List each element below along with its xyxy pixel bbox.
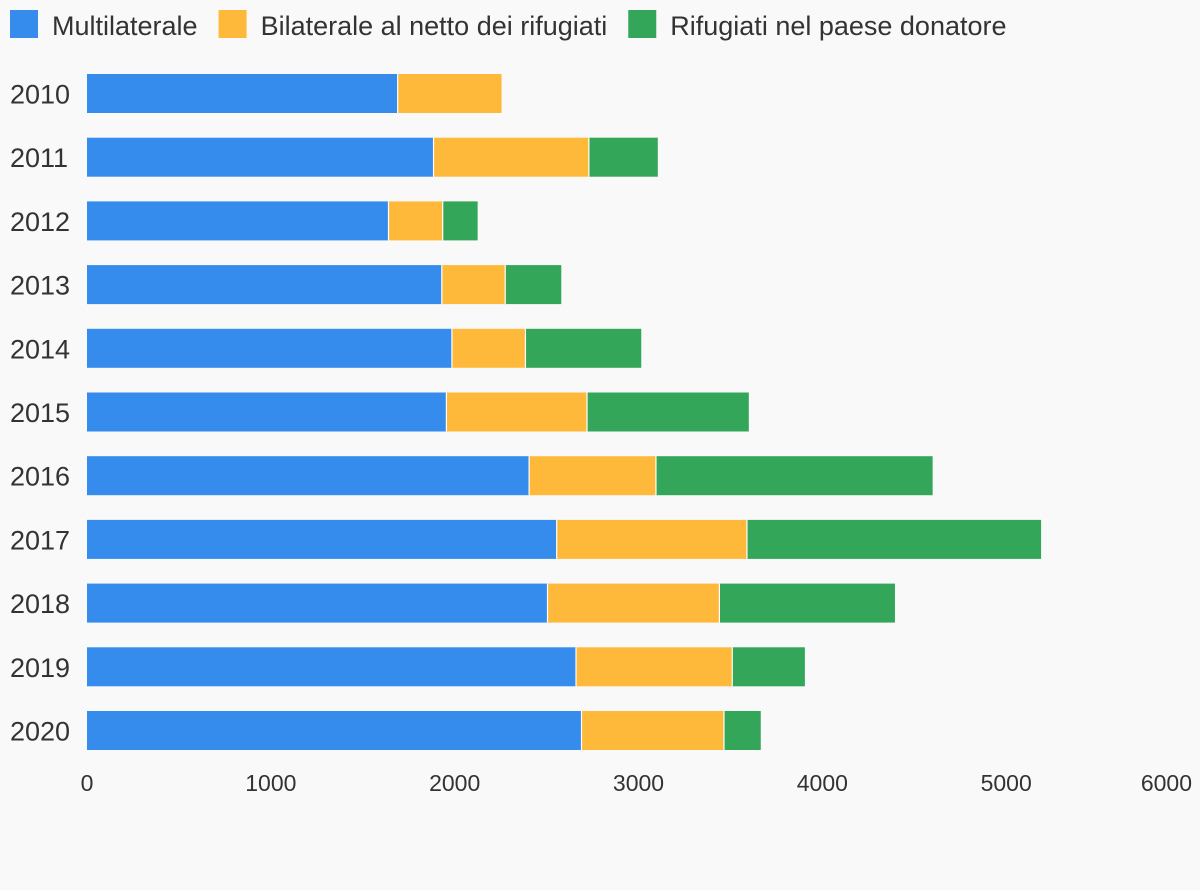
x-tick-label-5000: 5000 xyxy=(981,770,1032,796)
category-label-2019: 2019 xyxy=(10,653,70,683)
legend-swatch-bilaterale-al-netto-dei-rifugiati xyxy=(218,10,247,38)
bar-row-2015 xyxy=(87,392,749,432)
bar-multilaterale-2012[interactable] xyxy=(87,201,389,241)
category-label-2018: 2018 xyxy=(10,589,70,619)
legend-label-multilaterale: Multilaterale xyxy=(52,11,198,41)
legend-item-bilaterale-al-netto-dei-rifugiati: Bilaterale al netto dei rifugiati xyxy=(218,10,608,41)
bar-rifugiati-nel-paese-donatore-2011[interactable] xyxy=(588,137,658,177)
bar-rifugiati-nel-paese-donatore-2015[interactable] xyxy=(587,392,749,432)
legend-label-rifugiati-nel-paese-donatore: Rifugiati nel paese donatore xyxy=(670,11,1006,41)
bar-rifugiati-nel-paese-donatore-2012[interactable] xyxy=(442,201,478,241)
bar-row-2018 xyxy=(87,583,895,623)
bar-rifugiati-nel-paese-donatore-2017[interactable] xyxy=(746,519,1042,559)
bar-bilaterale-al-netto-dei-rifugiati-2010[interactable] xyxy=(397,74,502,113)
bar-multilaterale-2010[interactable] xyxy=(87,74,398,113)
bar-multilaterale-2017[interactable] xyxy=(87,519,557,559)
bar-multilaterale-2020[interactable] xyxy=(87,711,582,750)
bar-multilaterale-2019[interactable] xyxy=(87,647,576,687)
legend-item-multilaterale: Multilaterale xyxy=(10,10,198,41)
bar-row-2020 xyxy=(87,711,761,750)
bar-multilaterale-2016[interactable] xyxy=(87,456,530,496)
category-label-2016: 2016 xyxy=(10,462,70,492)
bar-multilaterale-2013[interactable] xyxy=(87,265,442,305)
category-label-2013: 2013 xyxy=(10,271,70,301)
bar-row-2011 xyxy=(87,137,658,177)
bar-row-2014 xyxy=(87,328,642,368)
bar-bilaterale-al-netto-dei-rifugiati-2012[interactable] xyxy=(388,201,443,241)
bar-rifugiati-nel-paese-donatore-2019[interactable] xyxy=(732,647,805,687)
bar-bilaterale-al-netto-dei-rifugiati-2020[interactable] xyxy=(581,711,724,750)
x-axis: 0 1000 2000 3000 4000 5000 6000 xyxy=(81,770,1192,796)
category-label-2011: 2011 xyxy=(10,143,68,173)
bars xyxy=(87,74,1042,750)
bar-row-2012 xyxy=(87,201,478,241)
bar-bilaterale-al-netto-dei-rifugiati-2019[interactable] xyxy=(575,647,733,687)
bar-multilaterale-2015[interactable] xyxy=(87,392,447,432)
bar-rifugiati-nel-paese-donatore-2016[interactable] xyxy=(655,456,933,496)
bar-bilaterale-al-netto-dei-rifugiati-2011[interactable] xyxy=(433,137,589,177)
x-tick-label-4000: 4000 xyxy=(797,770,848,796)
bar-row-2019 xyxy=(87,647,805,687)
category-label-2014: 2014 xyxy=(10,334,70,364)
bar-bilaterale-al-netto-dei-rifugiati-2014[interactable] xyxy=(451,328,526,368)
bar-row-2013 xyxy=(87,265,562,305)
category-label-2012: 2012 xyxy=(10,207,70,237)
legend: Multilaterale Bilaterale al netto dei rif… xyxy=(10,10,1007,41)
x-tick-label-2000: 2000 xyxy=(429,770,480,796)
x-tick-label-1000: 1000 xyxy=(245,770,296,796)
category-label-2017: 2017 xyxy=(10,525,70,555)
legend-swatch-rifugiati-nel-paese-donatore xyxy=(628,10,657,38)
x-tick-label-6000: 6000 xyxy=(1141,770,1192,796)
legend-swatch-multilaterale xyxy=(10,10,38,38)
bar-row-2017 xyxy=(87,519,1042,559)
bar-row-2016 xyxy=(87,456,933,496)
category-labels: 2010 2011 2012 2013 2014 2015 2016 2017 2018 2019… xyxy=(10,80,70,747)
bar-bilaterale-al-netto-dei-rifugiati-2015[interactable] xyxy=(446,392,588,432)
bar-rifugiati-nel-paese-donatore-2020[interactable] xyxy=(723,711,761,750)
bar-bilaterale-al-netto-dei-rifugiati-2016[interactable] xyxy=(529,456,656,496)
bar-bilaterale-al-netto-dei-rifugiati-2017[interactable] xyxy=(556,519,747,559)
legend-item-rifugiati-nel-paese-donatore: Rifugiati nel paese donatore xyxy=(628,10,1007,41)
bar-multilaterale-2018[interactable] xyxy=(87,583,548,623)
bar-rifugiati-nel-paese-donatore-2014[interactable] xyxy=(525,328,642,368)
bar-rifugiati-nel-paese-donatore-2018[interactable] xyxy=(719,583,895,623)
legend-label-bilaterale-al-netto-dei-rifugiati: Bilaterale al netto dei rifugiati xyxy=(261,11,608,41)
category-label-2010: 2010 xyxy=(10,80,70,110)
bar-rifugiati-nel-paese-donatore-2013[interactable] xyxy=(505,265,562,305)
bar-multilaterale-2014[interactable] xyxy=(87,328,452,368)
bar-bilaterale-al-netto-dei-rifugiati-2013[interactable] xyxy=(441,265,506,305)
x-tick-label-0: 0 xyxy=(81,770,94,796)
x-tick-label-3000: 3000 xyxy=(613,770,664,796)
category-label-2015: 2015 xyxy=(10,398,70,428)
category-label-2020: 2020 xyxy=(10,717,70,747)
bar-bilaterale-al-netto-dei-rifugiati-2018[interactable] xyxy=(547,583,720,623)
bar-row-2010 xyxy=(87,74,502,113)
bar-multilaterale-2011[interactable] xyxy=(87,137,434,177)
